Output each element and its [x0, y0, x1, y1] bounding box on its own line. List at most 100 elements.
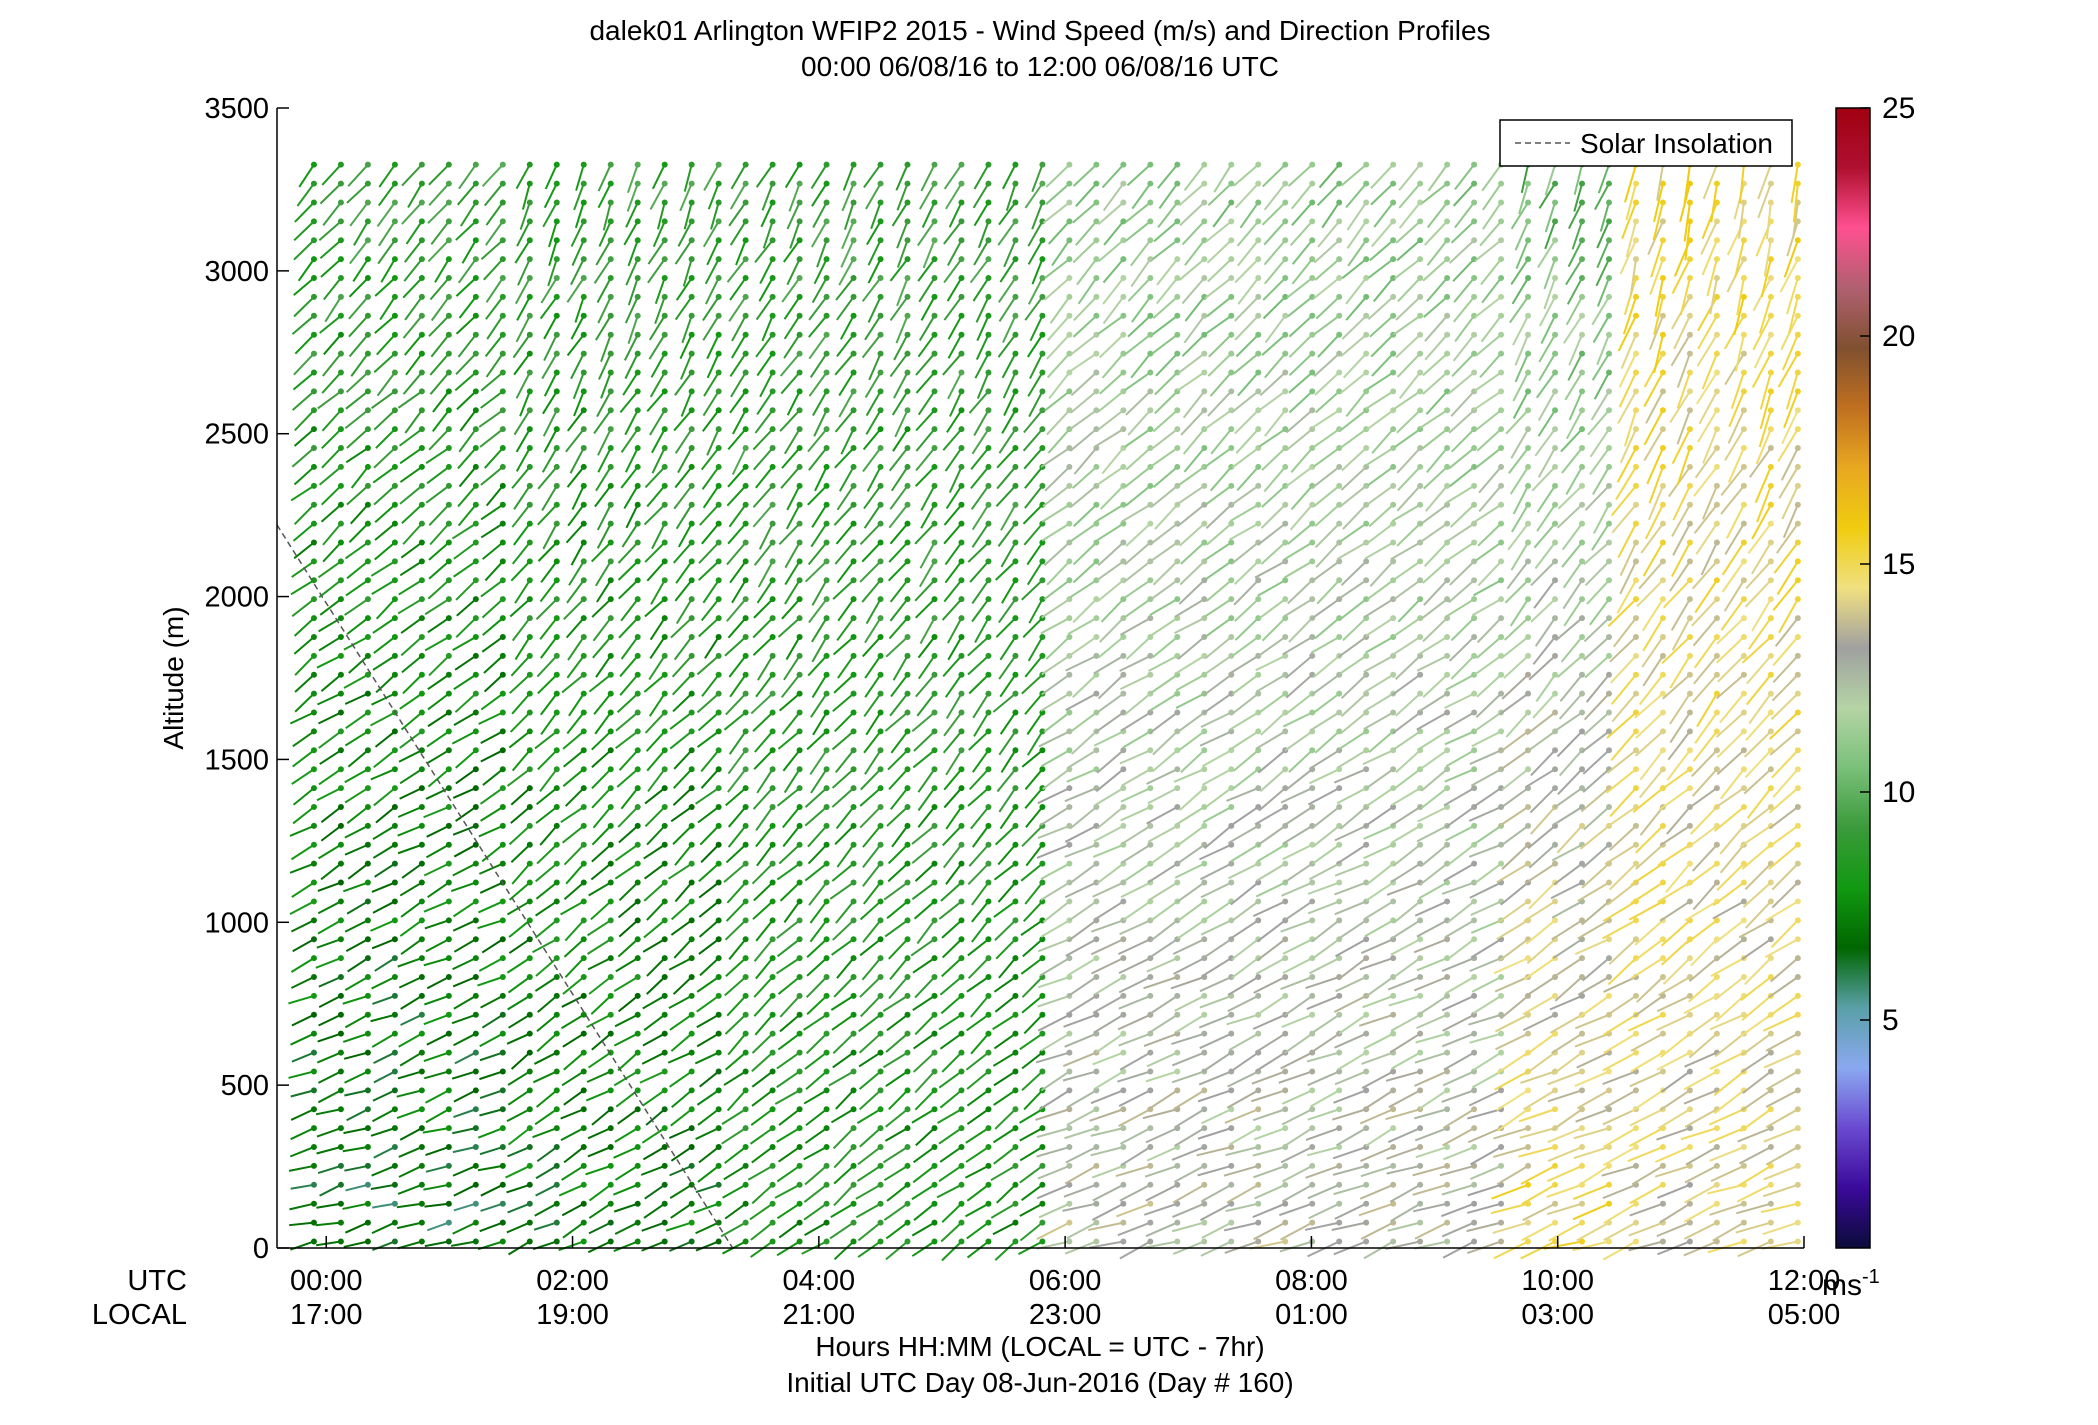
wind-barb: [1307, 1108, 1340, 1121]
wind-barb: [1182, 390, 1206, 419]
wind-barb-dot: [850, 1106, 857, 1113]
wind-barb-dot: [1444, 237, 1451, 244]
wind-barb: [753, 938, 774, 962]
wind-barb: [837, 598, 855, 622]
wind-barb: [788, 183, 801, 212]
wind-barb: [1072, 201, 1098, 224]
wind-barb-dot: [904, 747, 911, 754]
wind-barb-dot: [877, 1125, 884, 1132]
wind-barb-dot: [931, 331, 938, 338]
wind-barb: [1419, 1089, 1448, 1110]
wind-barb-dot: [391, 917, 398, 924]
wind-barb: [893, 372, 909, 399]
wind-barb-dot: [553, 1238, 560, 1245]
wind-barb: [649, 371, 666, 398]
wind-barb: [587, 1127, 612, 1140]
wind-barb-dot: [1444, 690, 1451, 697]
wind-barb: [647, 768, 666, 793]
wind-barb-dot: [823, 1181, 830, 1188]
wind-barb: [724, 1051, 747, 1071]
wind-barb: [966, 976, 990, 993]
wind-barb: [343, 636, 369, 651]
wind-barb-dot: [472, 1144, 479, 1151]
wind-barb: [804, 1127, 828, 1144]
wind-barb-dot: [769, 671, 776, 678]
wind-barb-dot: [931, 312, 938, 319]
wind-barb-dot: [1228, 199, 1235, 206]
wind-barb: [510, 1051, 531, 1070]
wind-barb-dot: [418, 445, 425, 452]
wind-barb-dot: [418, 388, 425, 395]
wind-barb: [1225, 1146, 1259, 1157]
wind-barb-dot: [1120, 1144, 1127, 1151]
wind-barb: [1041, 749, 1070, 767]
wind-barb-dot: [1444, 218, 1451, 225]
wind-barb: [896, 277, 909, 307]
wind-barb: [1336, 787, 1367, 805]
wind-barb-dot: [1093, 992, 1100, 999]
wind-barb-dot: [958, 520, 965, 527]
wind-barb: [835, 900, 855, 924]
wind-barb-dot: [1093, 161, 1100, 168]
wind-barb: [588, 1202, 612, 1219]
wind-barb: [1389, 1032, 1421, 1054]
wind-barb: [510, 560, 531, 582]
wind-barb-dot: [715, 482, 722, 489]
wind-barb-dot: [931, 822, 938, 829]
wind-barb-dot: [931, 577, 938, 584]
wind-barb-dot: [796, 199, 803, 206]
wind-barb: [757, 560, 774, 588]
wind-barb: [318, 711, 342, 725]
wind-barb: [646, 390, 666, 413]
wind-barb: [318, 466, 342, 486]
wind-barb-dot: [715, 747, 722, 754]
wind-barb-dot: [580, 1219, 587, 1226]
wind-barb: [752, 636, 774, 656]
wind-barb: [1317, 334, 1340, 358]
wind-barb: [591, 844, 612, 863]
wind-barb: [1239, 201, 1260, 229]
wind-barb-dot: [607, 1087, 614, 1094]
wind-barb: [1157, 201, 1179, 229]
wind-barb-dot: [472, 539, 479, 546]
wind-barb-dot: [391, 615, 398, 622]
wind-barb: [832, 1051, 855, 1069]
wind-barb-dot: [1390, 785, 1397, 792]
wind-barb-dot: [607, 275, 614, 282]
wind-barb: [654, 277, 666, 304]
wind-barb-dot: [526, 633, 533, 640]
wind-barb: [779, 352, 801, 377]
wind-barb: [316, 938, 342, 949]
wind-barb: [804, 1221, 828, 1236]
wind-barb: [674, 466, 693, 489]
wind-barb-dot: [418, 237, 425, 244]
wind-barb: [1145, 1221, 1178, 1238]
wind-barb-dot: [1066, 1087, 1073, 1094]
wind-barb: [992, 1127, 1016, 1144]
wind-barb-dot: [364, 936, 371, 943]
wind-barb: [343, 881, 369, 893]
wind-barb: [710, 202, 720, 230]
wind-barb: [591, 749, 612, 768]
wind-barb-dot: [580, 1238, 587, 1245]
wind-barb-dot: [1336, 218, 1343, 225]
wind-barb-dot: [607, 539, 614, 546]
wind-barb-dot: [1147, 1087, 1154, 1094]
wind-barb-dot: [418, 709, 425, 716]
wind-barb-dot: [661, 596, 668, 603]
wind-barb: [1152, 409, 1178, 433]
wind-barb: [1232, 749, 1259, 772]
wind-barb: [1070, 730, 1098, 755]
wind-barb-dot: [1282, 350, 1289, 357]
wind-barb-dot: [1201, 879, 1208, 886]
wind-barb-dot: [661, 709, 668, 716]
wind-barb-dot: [310, 785, 317, 792]
wind-barb: [866, 220, 882, 246]
wind-barb-dot: [688, 520, 695, 527]
wind-barb-dot: [553, 992, 560, 999]
wind-barb-dot: [1336, 633, 1343, 640]
wind-barb: [1345, 277, 1367, 305]
wind-barb-dot: [1120, 766, 1127, 773]
wind-barb-dot: [931, 841, 938, 848]
wind-barb-dot: [985, 558, 992, 565]
